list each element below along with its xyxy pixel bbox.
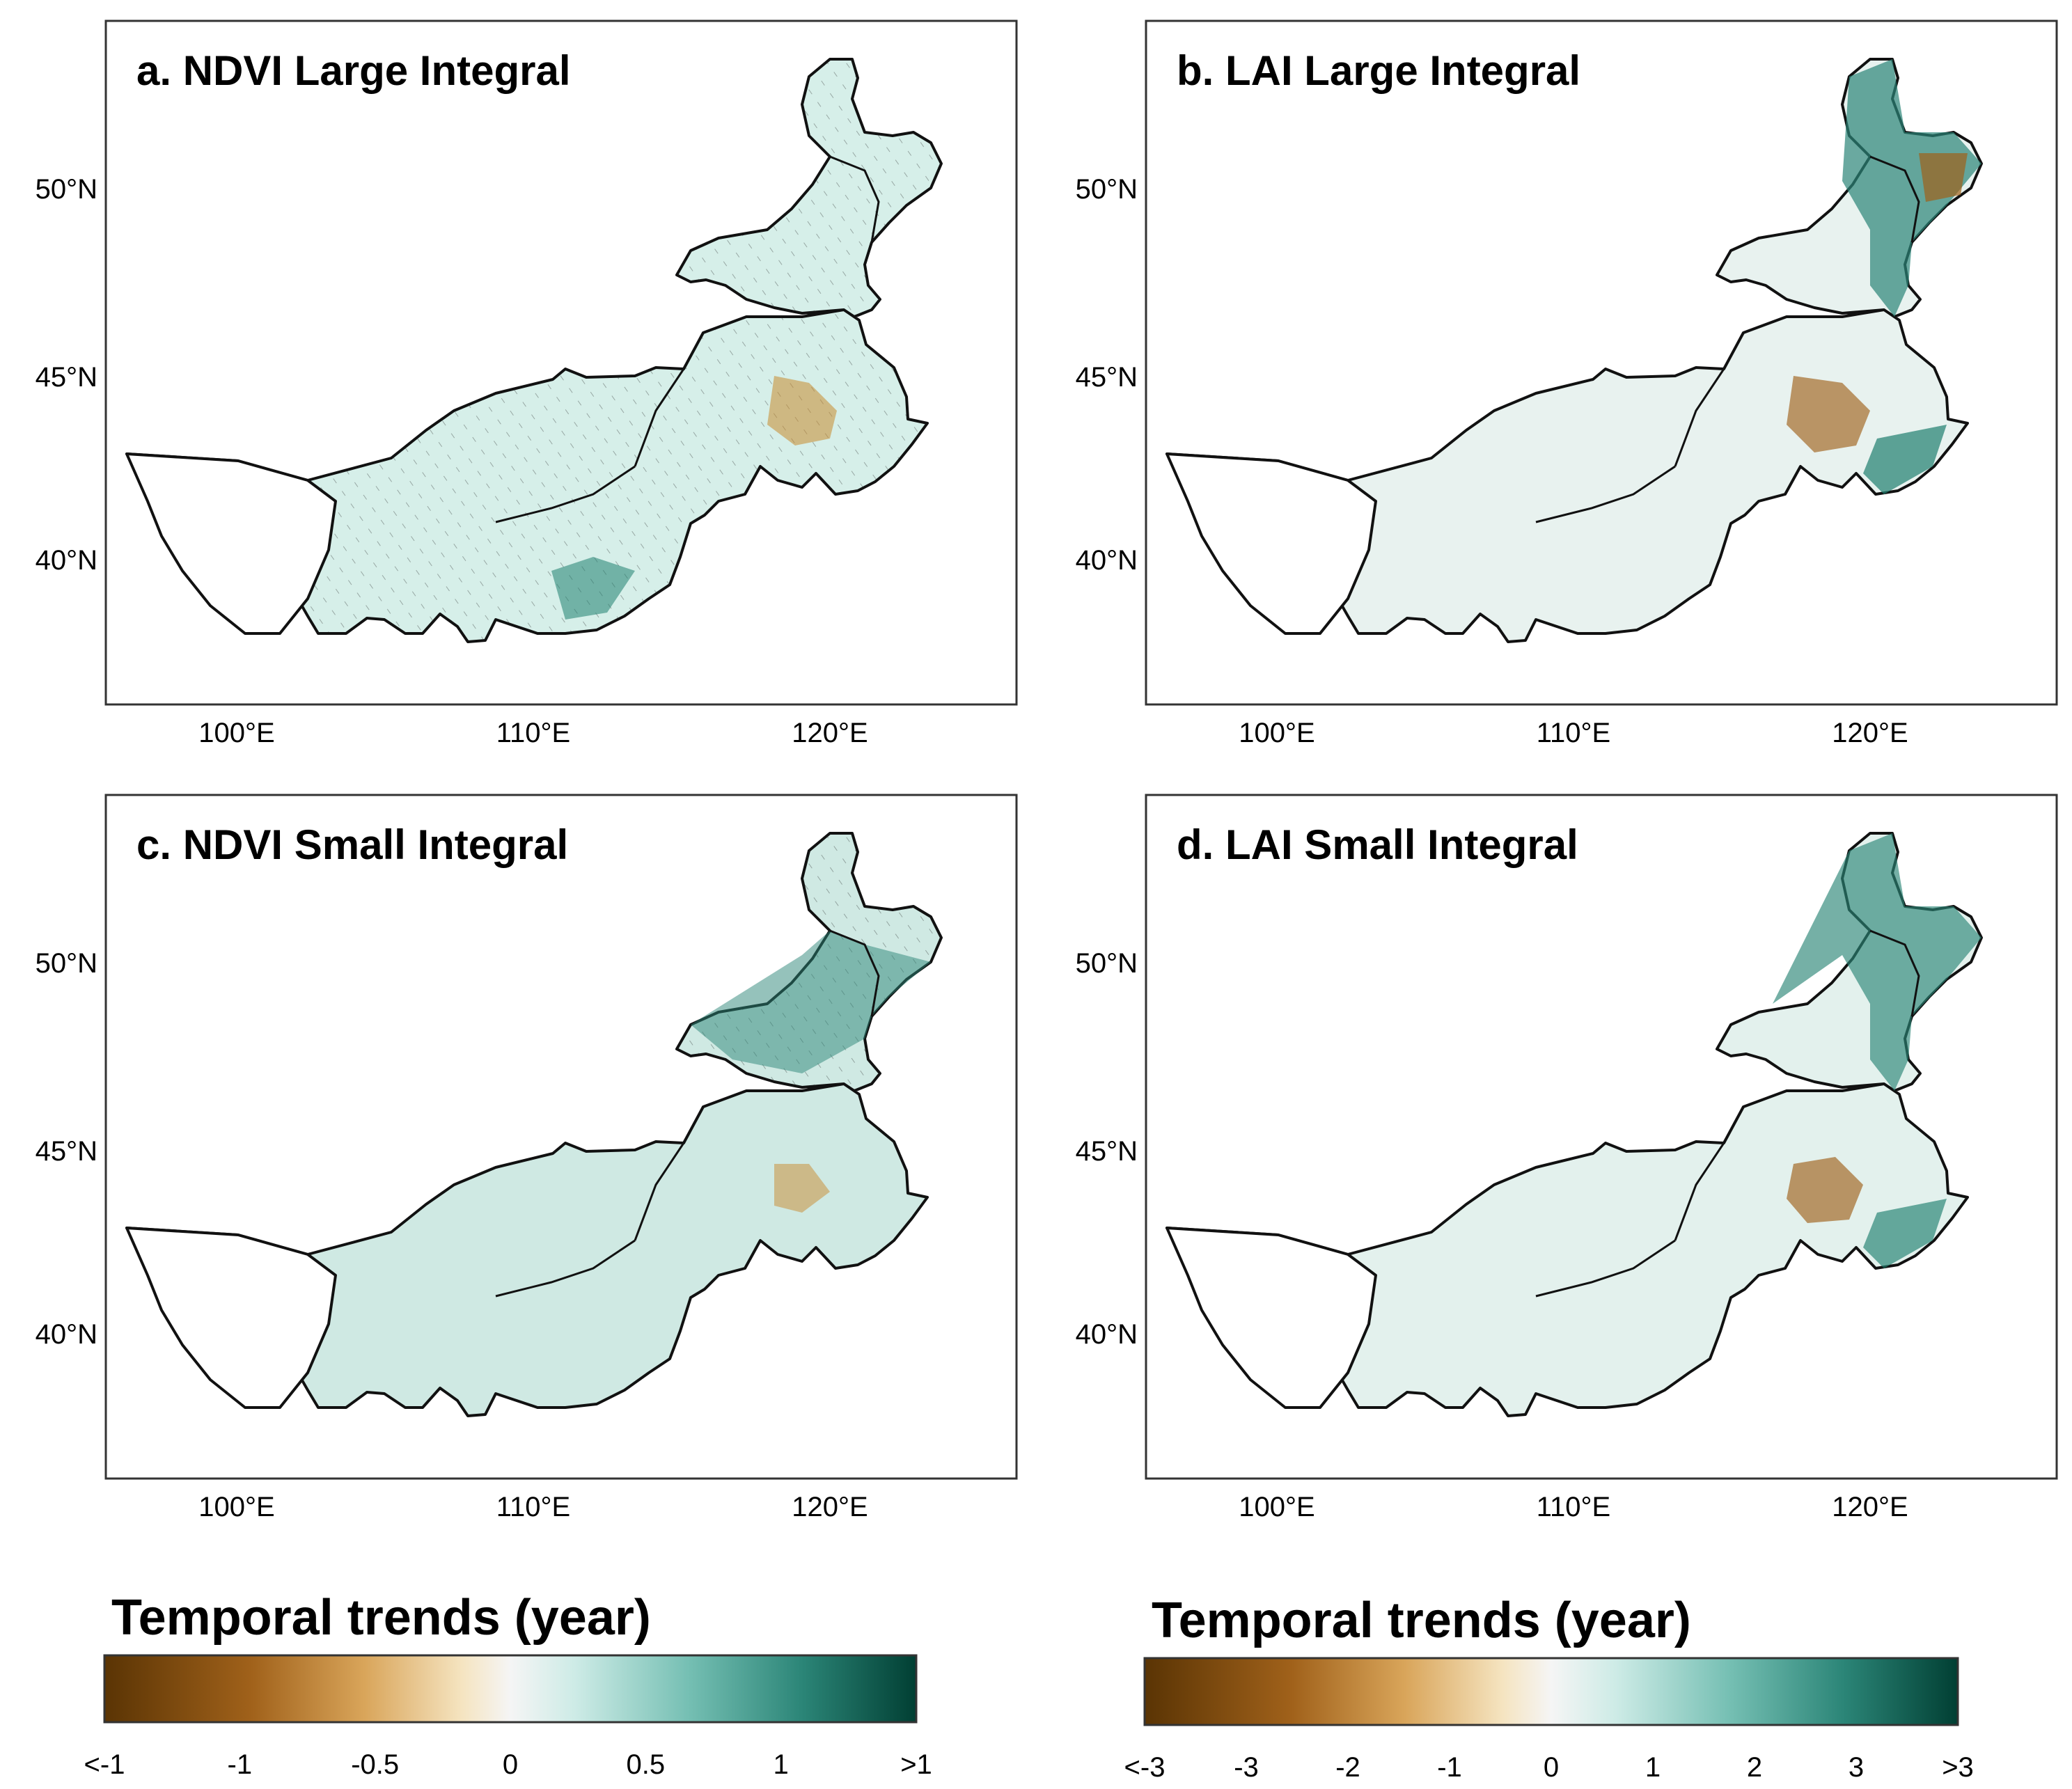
colorbar-tick-label: 0 — [503, 1749, 518, 1780]
lat-tick: 40°N — [36, 1319, 97, 1350]
axes-d: 50°N 45°N 40°N 100°E 110°E 120°E — [1076, 948, 1908, 1522]
panel-b: b. LAI Large Integral — [1145, 19, 2058, 706]
colorbar-title: Temporal trends (year) — [111, 1590, 651, 1646]
lat-tick: 45°N — [36, 1136, 97, 1167]
colorbar-tick-label: 1 — [1645, 1752, 1661, 1783]
panel-d: d. LAI Small Integral — [1145, 794, 2058, 1480]
colorbar-tick-label: 3 — [1849, 1752, 1864, 1783]
lat-tick: 50°N — [36, 948, 97, 979]
colorbar-tick-label: 1 — [774, 1749, 789, 1780]
colorbar-ticks: <-3 -3 -2 -1 0 1 2 3 >3 — [1124, 1752, 1974, 1783]
panel-title: a. NDVI Large Integral — [136, 47, 571, 94]
panel-title: b. LAI Large Integral — [1177, 47, 1580, 94]
colorbar-tick-label: -1 — [228, 1749, 253, 1780]
region-west-blank — [1166, 1227, 1377, 1409]
axes-b: 50°N 45°N 40°N 100°E 110°E 120°E — [1076, 174, 1908, 748]
brown-hotspot — [1787, 376, 1870, 452]
region-west-blank — [125, 452, 337, 635]
internal-border — [495, 929, 880, 1298]
colorbar-tick-label: -1 — [1437, 1752, 1462, 1783]
region-map — [1166, 58, 1983, 643]
lon-tick: 120°E — [792, 718, 868, 748]
lon-tick: 110°E — [1537, 1492, 1610, 1522]
brown-north — [1919, 153, 1968, 202]
lat-tick: 50°N — [1076, 174, 1138, 205]
lon-tick: 110°E — [496, 1492, 570, 1522]
region-map — [1166, 832, 1983, 1417]
lat-tick: 50°N — [1076, 948, 1138, 979]
colorbar-tick-label: >3 — [1942, 1752, 1974, 1783]
lon-tick: 100°E — [198, 1492, 274, 1522]
green-hotspot — [551, 557, 635, 620]
lon-tick: 120°E — [1832, 1492, 1908, 1522]
green-southeast — [1863, 1199, 1947, 1268]
lat-tick: 45°N — [1076, 1136, 1138, 1167]
colorbar-tick-label: >1 — [900, 1749, 932, 1780]
colorbar-tick-label: -2 — [1335, 1752, 1360, 1783]
colorbar-tick-label: <-3 — [1124, 1752, 1166, 1783]
internal-border — [1535, 929, 1920, 1298]
region-map — [125, 58, 943, 643]
brown-hotspot — [774, 1164, 830, 1213]
panel-c: c. NDVI Small Integral — [104, 794, 1018, 1480]
colorbar-lai: Temporal trends (year) <-3 -3 -2 -1 0 1 2 3 >3 — [1124, 1593, 1974, 1783]
lon-tick: 120°E — [792, 1492, 868, 1522]
lat-tick: 40°N — [1076, 1319, 1138, 1350]
lon-tick: 120°E — [1832, 718, 1908, 748]
lat-tick: 45°N — [1076, 362, 1138, 393]
lat-tick: 45°N — [36, 362, 97, 393]
colorbar-tick-label: 0 — [1544, 1752, 1559, 1783]
lat-tick: 40°N — [36, 545, 97, 576]
colorbar-tick-label: 2 — [1747, 1752, 1762, 1783]
panel-title: d. LAI Small Integral — [1177, 821, 1578, 868]
colorbar-tick-label: -3 — [1234, 1752, 1259, 1783]
brown-hotspot — [767, 376, 837, 446]
colorbar-gradient — [1143, 1657, 1959, 1726]
lon-tick: 110°E — [496, 718, 570, 748]
lon-tick: 110°E — [1537, 718, 1610, 748]
region-west-blank — [1166, 452, 1377, 635]
green-southeast — [1863, 425, 1947, 494]
colorbar-ndvi: Temporal trends (year) <-1 -1 -0.5 0 0.5 1 >1 — [84, 1590, 932, 1780]
green-north — [691, 931, 931, 1073]
region-west-blank — [125, 1227, 337, 1409]
internal-border — [495, 155, 880, 523]
lon-tick: 100°E — [1239, 1492, 1314, 1522]
colorbar-gradient — [103, 1654, 918, 1724]
panel-a: a. NDVI Large Integral — [104, 19, 1018, 706]
internal-border — [1535, 155, 1920, 523]
axes-c: 50°N 45°N 40°N 100°E 110°E 120°E — [36, 948, 868, 1522]
lat-tick: 50°N — [36, 174, 97, 205]
panel-title: c. NDVI Small Integral — [136, 821, 568, 868]
colorbar-title: Temporal trends (year) — [1152, 1593, 1691, 1648]
colorbar-tick-label: -0.5 — [351, 1749, 399, 1780]
region-map — [125, 832, 943, 1417]
colorbar-tick-label: 0.5 — [627, 1749, 666, 1780]
axes-a: 50°N 45°N 40°N 100°E 110°E 120°E — [36, 174, 868, 748]
lon-tick: 100°E — [1239, 718, 1314, 748]
brown-hotspot — [1787, 1157, 1863, 1223]
colorbar-tick-label: <-1 — [84, 1749, 125, 1780]
green-north — [1773, 833, 1981, 1091]
colorbar-ticks: <-1 -1 -0.5 0 0.5 1 >1 — [84, 1749, 932, 1780]
lat-tick: 40°N — [1076, 545, 1138, 576]
lon-tick: 100°E — [198, 718, 274, 748]
